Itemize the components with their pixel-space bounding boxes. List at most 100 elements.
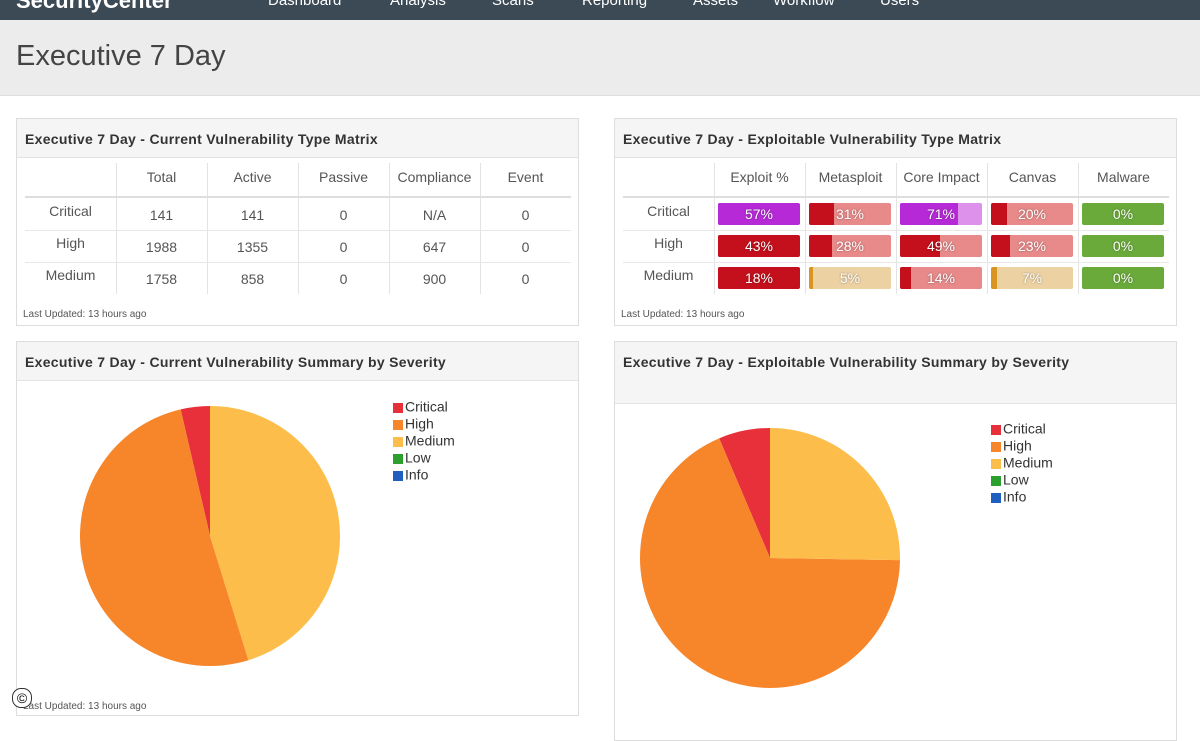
table-cell: 858 <box>240 271 265 287</box>
table-cell: 0 <box>339 239 348 255</box>
column-header: Active <box>233 169 272 185</box>
pie-slice <box>79 409 249 666</box>
legend-swatch <box>991 425 1001 435</box>
panel-title: Executive 7 Day - Exploitable Vulnerabil… <box>615 342 1176 404</box>
matrix-cell: 71% <box>900 203 982 225</box>
legend-label: Critical <box>405 399 448 415</box>
column-header: Malware <box>1097 169 1150 185</box>
matrix-label: 49% <box>926 238 956 254</box>
legend-label: Info <box>405 467 429 483</box>
matrix-bar <box>900 235 941 257</box>
matrix-cell: 5% <box>809 267 891 289</box>
matrix-label: 7% <box>1021 270 1043 286</box>
row-label: Critical <box>49 203 92 219</box>
matrix-bar <box>991 235 1010 257</box>
row-label: Medium <box>45 267 96 283</box>
watermark: © <box>12 688 32 708</box>
legend-label: High <box>1003 438 1032 454</box>
pie-slice <box>640 438 900 688</box>
col-divider <box>116 163 117 294</box>
matrix-cell: 23% <box>991 235 1073 257</box>
table-cell: 0 <box>521 271 530 287</box>
matrix-cell: 7% <box>991 267 1073 289</box>
column-header: Metasploit <box>818 169 883 185</box>
legend-swatch <box>991 493 1001 503</box>
nav-item[interactable]: Assets <box>693 0 739 9</box>
col-divider <box>987 163 988 294</box>
column-header: Compliance <box>397 169 472 185</box>
table-cell: 900 <box>422 271 447 287</box>
matrix-bar <box>991 203 1008 225</box>
pie-slice <box>719 428 770 558</box>
legend-label: High <box>405 416 434 432</box>
nav-item[interactable]: Scans <box>492 0 534 9</box>
pie-slice <box>770 428 900 561</box>
legend-swatch <box>393 420 403 430</box>
matrix-label: 20% <box>1017 206 1047 222</box>
last-updated: Last Updated: 13 hours ago <box>23 309 147 320</box>
matrix-cell: 43% <box>718 235 800 257</box>
row-divider <box>25 262 571 263</box>
matrix-label: 18% <box>744 270 774 286</box>
nav-item[interactable]: Workflow <box>773 0 835 9</box>
nav-item[interactable]: Reporting <box>582 0 648 9</box>
column-header: Core Impact <box>903 169 980 185</box>
brand: SecurityCenter <box>16 0 173 13</box>
legend-swatch <box>393 454 403 464</box>
col-divider <box>298 163 299 294</box>
legend-label: Medium <box>1003 455 1053 471</box>
matrix-label: 0% <box>1112 206 1134 222</box>
matrix-cell: 0% <box>1082 203 1164 225</box>
column-header: Passive <box>318 169 369 185</box>
col-divider <box>389 163 390 294</box>
top-bar <box>0 0 1200 20</box>
legend-swatch <box>991 442 1001 452</box>
matrix-bar <box>809 267 814 289</box>
table-cell: 0 <box>339 271 348 287</box>
matrix-cell: 57% <box>718 203 800 225</box>
matrix-bar <box>900 267 912 289</box>
row-label: Critical <box>647 203 690 219</box>
col-divider <box>896 163 897 294</box>
matrix-cell: 14% <box>900 267 982 289</box>
column-header: Canvas <box>1008 169 1057 185</box>
matrix-label: 5% <box>839 270 861 286</box>
matrix-bar <box>718 203 765 225</box>
panel: Executive 7 Day - Current Vulnerability … <box>16 341 579 716</box>
matrix-label: 14% <box>926 270 956 286</box>
title-bar <box>0 20 1200 96</box>
row-divider <box>25 230 571 231</box>
matrix-cell: 18% <box>718 267 800 289</box>
table-cell: 0 <box>521 239 530 255</box>
row-label: High <box>654 235 683 251</box>
row-divider <box>25 196 571 198</box>
legend-label: Low <box>405 450 432 466</box>
nav-item[interactable]: Analysis <box>390 0 446 9</box>
nav-item[interactable]: Users <box>880 0 920 9</box>
panel-title: Executive 7 Day - Exploitable Vulnerabil… <box>615 119 1176 158</box>
matrix-cell: 0% <box>1082 235 1164 257</box>
matrix-bar <box>718 267 733 289</box>
column-header: Total <box>146 169 177 185</box>
panel-title: Executive 7 Day - Current Vulnerability … <box>17 119 578 158</box>
table-cell: N/A <box>422 207 447 223</box>
row-divider <box>623 262 1169 263</box>
matrix-label: 23% <box>1017 238 1047 254</box>
matrix-cell: 28% <box>809 235 891 257</box>
legend-swatch <box>393 403 403 413</box>
matrix-label: 57% <box>744 206 774 222</box>
legend-label: Medium <box>405 433 455 449</box>
legend-label: Critical <box>1003 421 1046 437</box>
column-header: Exploit % <box>730 169 789 185</box>
matrix-label: 28% <box>835 238 865 254</box>
col-divider <box>207 163 208 294</box>
legend-swatch <box>393 437 403 447</box>
matrix-bar <box>809 235 832 257</box>
row-divider <box>623 230 1169 231</box>
matrix-label: 43% <box>744 238 774 254</box>
nav-item[interactable]: Dashboard <box>268 0 342 9</box>
matrix-label: 71% <box>926 206 956 222</box>
page-title: Executive 7 Day <box>16 40 226 72</box>
